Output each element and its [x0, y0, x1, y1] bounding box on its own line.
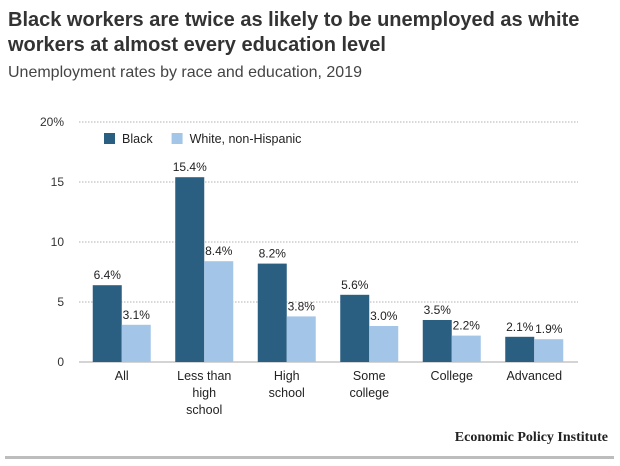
data-label: 3.0%: [370, 309, 398, 323]
y-tick-label: 20%: [40, 115, 64, 129]
x-tick-label: Some: [353, 369, 386, 383]
bar-black: [422, 320, 452, 362]
bar-black: [92, 285, 122, 362]
data-label: 8.4%: [205, 244, 233, 258]
data-label: 2.2%: [453, 319, 481, 333]
bar-white: [204, 261, 234, 362]
y-tick-label: 15: [51, 175, 65, 189]
data-label: 15.4%: [173, 160, 207, 174]
bar-black: [257, 263, 287, 362]
legend-label: White, non-Hispanic: [190, 132, 302, 146]
x-tick-label: college: [349, 386, 389, 400]
data-label: 3.5%: [424, 303, 452, 317]
bar-black: [505, 336, 535, 362]
bar-black: [340, 294, 370, 362]
y-tick-label: 5: [57, 295, 64, 309]
bottom-rule: [5, 456, 614, 459]
data-label: 2.1%: [506, 320, 534, 334]
legend-swatch: [104, 133, 115, 144]
bar-white: [286, 316, 316, 362]
chart-subtitle: Unemployment rates by race and education…: [8, 64, 362, 81]
y-tick-label: 10: [51, 235, 65, 249]
data-label: 5.6%: [341, 278, 369, 292]
data-label: 8.2%: [259, 247, 287, 261]
x-tick-label: All: [115, 369, 129, 383]
bar-white: [121, 324, 151, 362]
source-credit: Economic Policy Institute: [454, 430, 608, 445]
x-tick-label: high: [192, 386, 216, 400]
data-label: 1.9%: [535, 322, 563, 336]
legend-label: Black: [122, 132, 153, 146]
bar-black: [175, 177, 205, 362]
data-label: 3.1%: [123, 308, 151, 322]
legend-swatch: [171, 133, 183, 144]
x-tick-label: Advanced: [506, 369, 562, 383]
data-label: 3.8%: [288, 299, 316, 313]
x-tick-label: Less than: [177, 369, 231, 383]
bar-white: [369, 326, 399, 362]
x-tick-label: High: [274, 369, 300, 383]
chart-title: Black workers are twice as likely to be …: [8, 9, 580, 56]
bar-white: [534, 339, 564, 362]
x-tick-label: College: [431, 369, 473, 383]
y-tick-label: 0: [57, 355, 64, 369]
x-tick-label: school: [186, 403, 222, 417]
x-tick-label: school: [269, 386, 305, 400]
data-label: 6.4%: [94, 268, 122, 282]
bar-white: [451, 335, 481, 362]
